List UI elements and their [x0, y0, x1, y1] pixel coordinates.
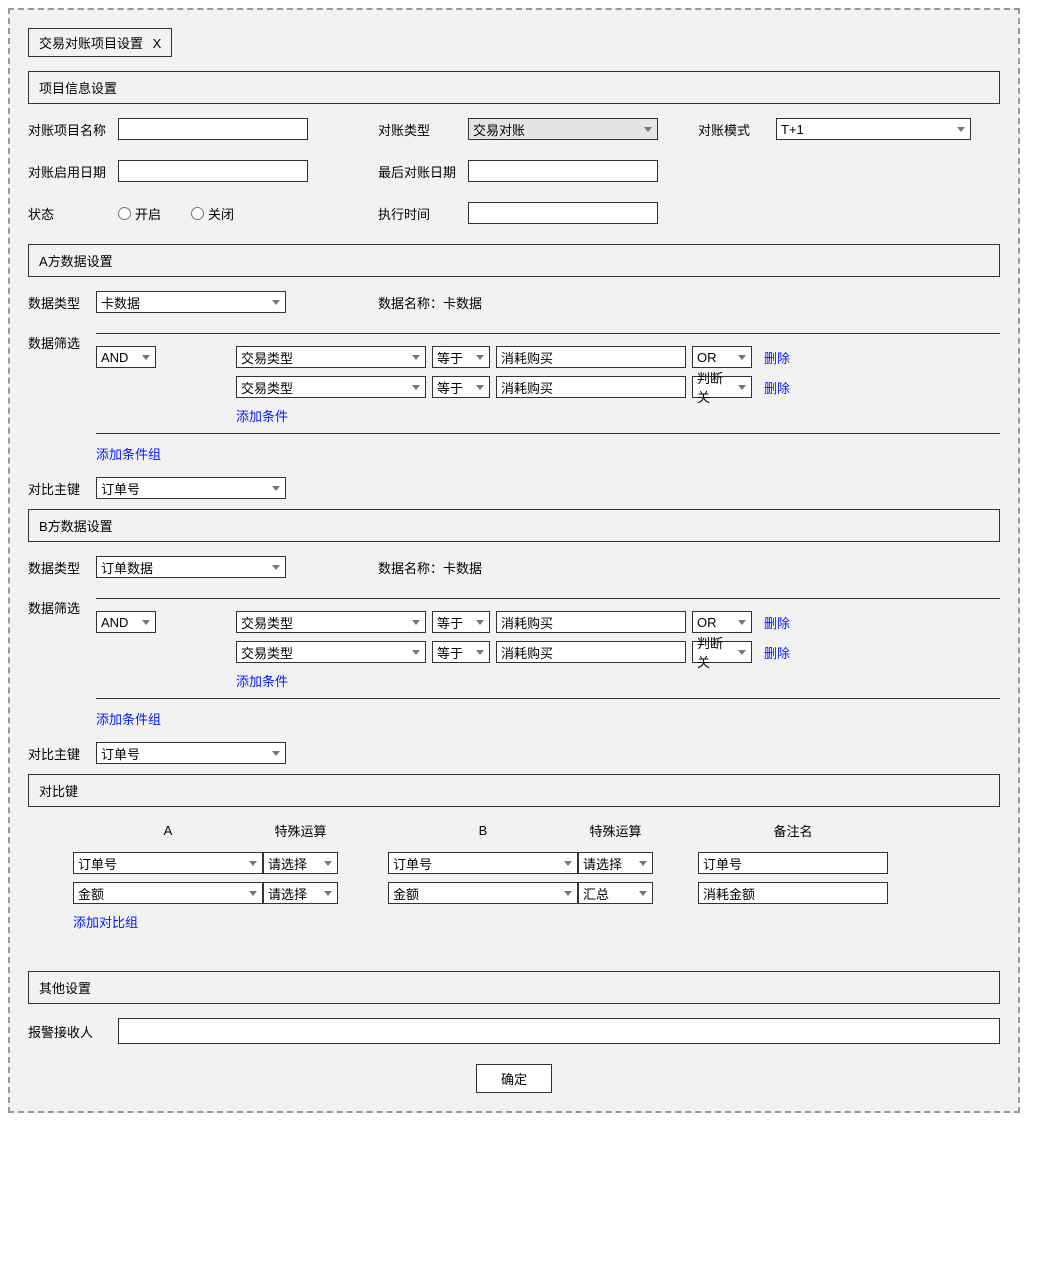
confirm-button[interactable]: 确定: [476, 1064, 552, 1093]
radio-status-off[interactable]: 关闭: [191, 204, 234, 223]
form-container: 交易对账项目设置 X 项目信息设置 对账项目名称 对账类型 交易对账 对账模式 …: [8, 8, 1020, 1113]
link-delete-filter[interactable]: 删除: [764, 348, 790, 367]
link-delete-filter[interactable]: 删除: [764, 378, 790, 397]
input-cmp-note[interactable]: [698, 852, 888, 874]
select-filter-op[interactable]: 等于: [432, 641, 490, 663]
page-tab[interactable]: 交易对账项目设置 X: [28, 28, 172, 57]
label-enable-date: 对账启用日期: [28, 162, 118, 181]
select-cmp-opb[interactable]: 汇总: [578, 882, 653, 904]
select-recon-mode[interactable]: T+1: [776, 118, 971, 140]
section-header-other: 其他设置: [28, 971, 1000, 1004]
link-add-group-a[interactable]: 添加条件组: [96, 447, 161, 462]
select-filter-join[interactable]: 判断关: [692, 641, 752, 663]
input-filter-value[interactable]: [496, 641, 686, 663]
link-add-condition-a[interactable]: 添加条件: [236, 409, 288, 424]
section-header-side-b: B方数据设置: [28, 509, 1000, 542]
filter-row: 交易类型 等于 OR 删除: [236, 346, 790, 368]
select-filter-op[interactable]: 等于: [432, 611, 490, 633]
link-add-compare[interactable]: 添加对比组: [73, 915, 138, 930]
col-note: 备注名: [698, 821, 888, 840]
select-b-datatype[interactable]: 订单数据: [96, 556, 286, 578]
filter-row: 交易类型 等于 判断关 删除: [236, 376, 790, 398]
select-a-datatype[interactable]: 卡数据: [96, 291, 286, 313]
radio-status-on[interactable]: 开启: [118, 204, 161, 223]
select-cmp-b[interactable]: 金额: [388, 882, 578, 904]
select-cmp-opa[interactable]: 请选择: [263, 882, 338, 904]
label-exec-time: 执行时间: [378, 204, 468, 223]
input-filter-value[interactable]: [496, 611, 686, 633]
label-b-datatype: 数据类型: [28, 558, 96, 577]
select-filter-field[interactable]: 交易类型: [236, 376, 426, 398]
select-cmp-a[interactable]: 订单号: [73, 852, 263, 874]
label-status: 状态: [28, 204, 118, 223]
input-cmp-note[interactable]: [698, 882, 888, 904]
select-filter-join[interactable]: 判断关: [692, 376, 752, 398]
link-delete-filter[interactable]: 删除: [764, 643, 790, 662]
input-filter-value[interactable]: [496, 346, 686, 368]
select-cmp-b[interactable]: 订单号: [388, 852, 578, 874]
section-header-compare: 对比键: [28, 774, 1000, 807]
select-filter-join[interactable]: OR: [692, 346, 752, 368]
col-op-b: 特殊运算: [578, 821, 653, 840]
label-recon-mode: 对账模式: [698, 120, 776, 139]
section-header-project: 项目信息设置: [28, 71, 1000, 104]
select-recon-type[interactable]: 交易对账: [468, 118, 658, 140]
select-b-pk[interactable]: 订单号: [96, 742, 286, 764]
label-project-name: 对账项目名称: [28, 120, 118, 139]
label-a-filter: 数据筛选: [28, 333, 96, 477]
input-project-name[interactable]: [118, 118, 308, 140]
select-cmp-opa[interactable]: 请选择: [263, 852, 338, 874]
label-b-dataname: 数据名称：卡数据: [378, 558, 482, 577]
select-b-group-op[interactable]: AND: [96, 611, 156, 633]
select-filter-field[interactable]: 交易类型: [236, 641, 426, 663]
input-last-date[interactable]: [468, 160, 658, 182]
label-b-pk: 对比主键: [28, 744, 96, 763]
link-add-group-b[interactable]: 添加条件组: [96, 712, 161, 727]
col-op-a: 特殊运算: [263, 821, 338, 840]
label-b-filter: 数据筛选: [28, 598, 96, 742]
col-b: B: [388, 823, 578, 838]
label-recon-type: 对账类型: [378, 120, 468, 139]
input-alarm[interactable]: [118, 1018, 1000, 1044]
filter-row: 交易类型 等于 判断关 删除: [236, 641, 790, 663]
select-cmp-opb[interactable]: 请选择: [578, 852, 653, 874]
link-delete-filter[interactable]: 删除: [764, 613, 790, 632]
input-filter-value[interactable]: [496, 376, 686, 398]
link-add-condition-b[interactable]: 添加条件: [236, 674, 288, 689]
select-filter-field[interactable]: 交易类型: [236, 611, 426, 633]
tab-title: 交易对账项目设置: [39, 36, 143, 51]
select-filter-op[interactable]: 等于: [432, 376, 490, 398]
label-a-dataname: 数据名称：卡数据: [378, 293, 482, 312]
close-icon[interactable]: X: [153, 36, 162, 51]
select-cmp-a[interactable]: 金额: [73, 882, 263, 904]
label-last-date: 最后对账日期: [378, 162, 468, 181]
select-filter-field[interactable]: 交易类型: [236, 346, 426, 368]
input-enable-date[interactable]: [118, 160, 308, 182]
section-header-side-a: A方数据设置: [28, 244, 1000, 277]
label-a-datatype: 数据类型: [28, 293, 96, 312]
select-a-group-op[interactable]: AND: [96, 346, 156, 368]
col-a: A: [73, 823, 263, 838]
label-alarm: 报警接收人: [28, 1022, 118, 1041]
filter-row: 交易类型 等于 OR 删除: [236, 611, 790, 633]
select-a-pk[interactable]: 订单号: [96, 477, 286, 499]
input-exec-time[interactable]: [468, 202, 658, 224]
label-a-pk: 对比主键: [28, 479, 96, 498]
select-filter-op[interactable]: 等于: [432, 346, 490, 368]
select-filter-join[interactable]: OR: [692, 611, 752, 633]
